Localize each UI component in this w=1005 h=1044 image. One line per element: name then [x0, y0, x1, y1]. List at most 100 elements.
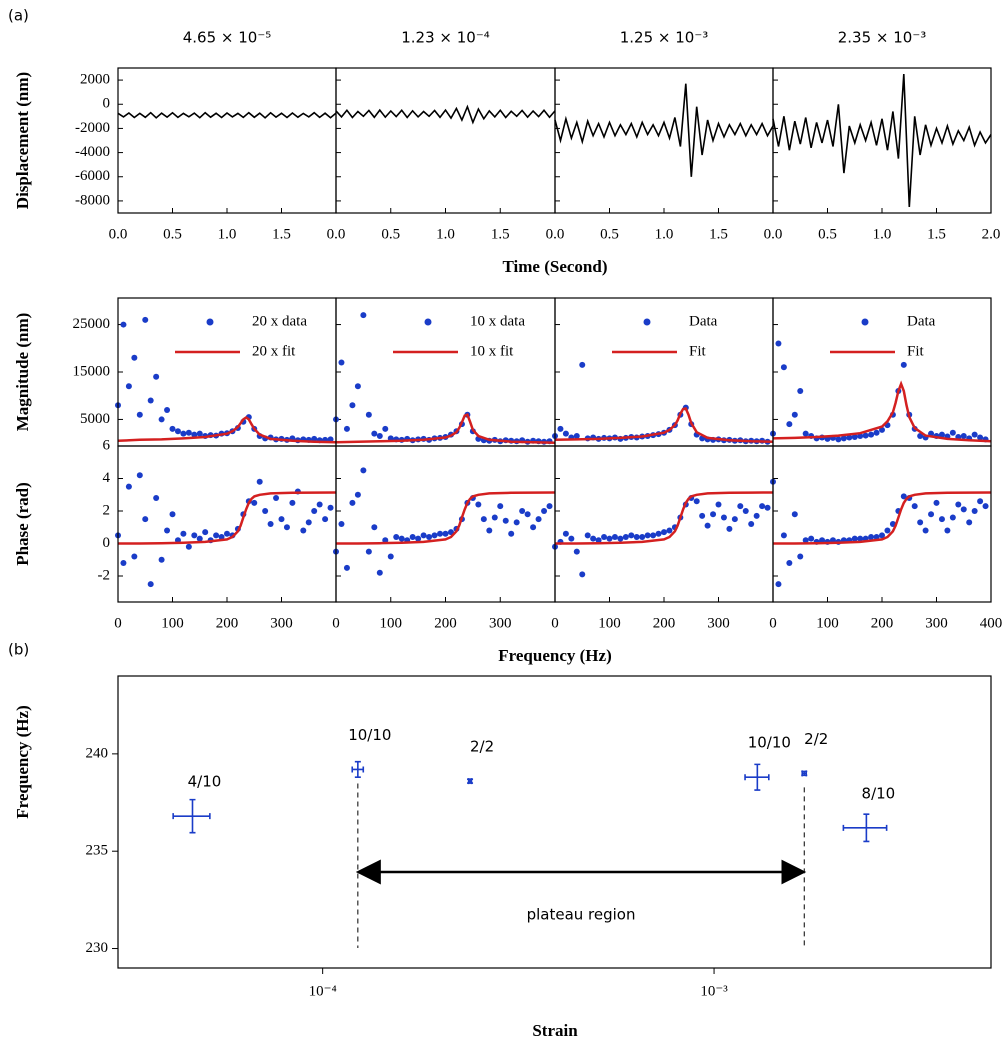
- data-point: [786, 560, 793, 566]
- legend-label: Fit: [907, 343, 925, 359]
- data-point: [125, 483, 132, 490]
- x-error-bar: [842, 824, 888, 831]
- x-tick-label: 400: [980, 615, 1003, 631]
- data-point: [737, 503, 744, 510]
- data-point: [360, 312, 367, 319]
- data-point: [851, 433, 858, 440]
- x-error-bar: [801, 770, 808, 777]
- x-tick-label: 300: [925, 615, 948, 631]
- data-point: [196, 535, 203, 542]
- x-tick-label: 0.0: [546, 226, 565, 242]
- x-error-bar: [467, 778, 473, 785]
- x-tick-label: 300: [270, 615, 293, 631]
- data-point: [513, 519, 520, 526]
- data-point: [327, 504, 334, 511]
- data-point: [447, 529, 454, 536]
- data-point: [142, 516, 149, 523]
- data-point: [387, 553, 394, 560]
- y-tick-label: -6000: [75, 168, 110, 184]
- x-tick-label: 0.0: [109, 226, 128, 242]
- data-point: [136, 411, 143, 418]
- data-point: [938, 516, 945, 523]
- y-axis-title: Phase (rad): [13, 482, 32, 566]
- data-point: [655, 530, 662, 537]
- x-tick-label: 1.5: [272, 226, 291, 242]
- data-point: [759, 503, 766, 510]
- x-tick-label: 300: [489, 615, 512, 631]
- data-point: [147, 581, 154, 588]
- data-point: [808, 535, 815, 542]
- legend-label: 20 x fit: [252, 343, 296, 359]
- legend-marker: [643, 318, 651, 326]
- column-title: 1.25 × 10⁻³: [620, 29, 709, 47]
- signal-line: [772, 73, 992, 208]
- panel-frame: [554, 67, 774, 214]
- data-point: [933, 499, 940, 506]
- data-point: [305, 519, 312, 526]
- data-point: [960, 506, 967, 513]
- column-title: 4.65 × 10⁻⁵: [183, 29, 272, 47]
- data-point: [180, 430, 187, 437]
- point-label: 10/10: [748, 734, 791, 752]
- legend-label: 10 x fit: [470, 343, 514, 359]
- data-point: [442, 530, 449, 537]
- data-point: [497, 503, 504, 510]
- x-tick-label: 0.5: [381, 226, 400, 242]
- legend-label: Data: [689, 313, 718, 329]
- x-tick-label: 0: [551, 615, 559, 631]
- data-point: [409, 534, 416, 540]
- data-point: [819, 537, 826, 544]
- x-tick-label: 10⁻³: [700, 983, 728, 999]
- signal-line: [117, 111, 337, 119]
- data-point: [311, 508, 318, 514]
- data-point: [311, 435, 318, 442]
- data-point: [530, 524, 537, 531]
- data-point: [420, 532, 427, 539]
- data-point: [579, 361, 586, 368]
- x-tick-label: 100: [161, 615, 184, 631]
- y-tick-label: 5000: [80, 411, 110, 427]
- data-point: [185, 543, 192, 550]
- x-tick-label: 100: [380, 615, 403, 631]
- fit-line: [336, 491, 556, 545]
- data-point: [693, 498, 700, 505]
- data-point: [775, 340, 782, 347]
- data-point: [343, 564, 350, 571]
- data-point: [977, 498, 984, 505]
- data-point: [365, 411, 372, 418]
- data-point: [338, 521, 345, 527]
- data-point: [780, 532, 787, 539]
- point-label: 2/2: [804, 730, 828, 748]
- data-point: [202, 529, 209, 536]
- y-tick-label: -2000: [75, 120, 110, 136]
- data-point: [415, 535, 422, 542]
- data-point: [426, 534, 433, 540]
- x-tick-label: 0.5: [600, 226, 619, 242]
- data-point: [262, 508, 269, 514]
- y-axis-title: Displacement (nm): [13, 72, 32, 209]
- data-point: [802, 430, 809, 437]
- data-point: [382, 425, 389, 432]
- data-point: [928, 511, 935, 518]
- data-point: [480, 516, 487, 523]
- data-point: [797, 553, 804, 560]
- data-point: [541, 508, 548, 514]
- x-tick-label: 1.5: [709, 226, 728, 242]
- x-tick-label: 0: [769, 615, 777, 631]
- data-point: [273, 495, 280, 501]
- data-point: [900, 493, 907, 500]
- panel-frame: [772, 445, 992, 603]
- data-point: [699, 512, 706, 519]
- data-point: [704, 522, 711, 529]
- data-point: [164, 527, 171, 534]
- data-point: [633, 534, 640, 540]
- data-point: [584, 532, 591, 539]
- data-point: [971, 431, 978, 438]
- data-point: [524, 511, 531, 518]
- panel-frame: [772, 297, 992, 447]
- x-tick-label: 0: [114, 615, 122, 631]
- x-tick-label: 200: [653, 615, 676, 631]
- data-point: [131, 354, 138, 361]
- data-point: [791, 511, 798, 518]
